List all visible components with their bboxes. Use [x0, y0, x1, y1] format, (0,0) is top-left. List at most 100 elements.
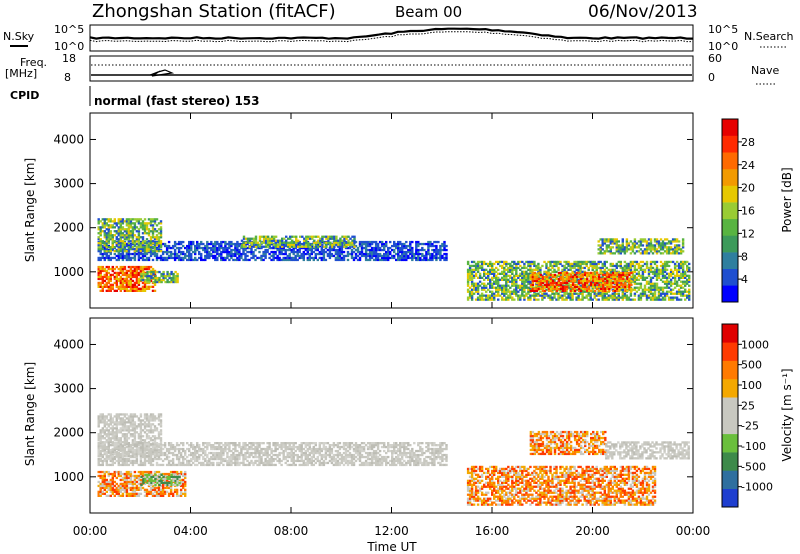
- data-cell: [270, 254, 273, 258]
- data-cell: [601, 296, 604, 299]
- data-cell: [97, 461, 100, 465]
- data-cell: [256, 256, 259, 260]
- data-cell: [541, 294, 544, 297]
- data-cell: [240, 451, 243, 455]
- data-cell: [495, 266, 498, 270]
- data-cell: [246, 242, 249, 246]
- data-cell: [222, 447, 225, 451]
- data-cell: [242, 442, 245, 445]
- data-cell: [131, 234, 135, 237]
- data-cell: [483, 286, 486, 289]
- data-cell: [561, 279, 565, 283]
- data-cell: [198, 445, 201, 449]
- data-cell: [202, 463, 205, 467]
- data-cell: [278, 453, 281, 457]
- data-cell: [113, 457, 117, 461]
- data-cell: [643, 248, 647, 251]
- data-cell: [216, 457, 219, 461]
- data-cell: [325, 235, 328, 238]
- data-cell: [627, 268, 631, 271]
- data-cell: [603, 260, 607, 264]
- data-cell: [182, 442, 185, 445]
- data-cell: [635, 276, 639, 279]
- data-cell: [639, 286, 643, 289]
- data-cell: [125, 230, 129, 233]
- data-cell: [309, 235, 312, 238]
- data-cell: [315, 235, 318, 238]
- data-cell: [583, 262, 586, 266]
- data-cell: [609, 278, 613, 281]
- data-cell: [99, 271, 102, 275]
- data-cell: [234, 445, 237, 449]
- data-cell: [557, 260, 560, 264]
- data-cell: [637, 278, 641, 281]
- data-cell: [230, 250, 233, 254]
- data-cell: [517, 284, 520, 287]
- data-cell: [427, 244, 430, 248]
- data-cell: [258, 444, 261, 447]
- data-cell: [407, 256, 410, 260]
- data-cell: [679, 266, 683, 270]
- data-cell: [242, 235, 246, 238]
- data-cell: [671, 248, 675, 251]
- data-cell: [125, 273, 129, 277]
- data-cell: [633, 240, 637, 243]
- data-cell: [533, 294, 536, 297]
- data-cell: [301, 235, 304, 238]
- data-cell: [686, 280, 689, 283]
- data-cell: [105, 238, 109, 241]
- data-cell: [177, 248, 181, 252]
- data-cell: [589, 264, 592, 268]
- data-cell: [121, 273, 125, 277]
- data-cell: [105, 252, 109, 256]
- data-cell: [665, 286, 669, 289]
- data-cell: [117, 457, 121, 461]
- velocity-data-layer: [97, 413, 690, 506]
- data-cell: [603, 240, 607, 243]
- data-cell: [615, 242, 619, 245]
- data-cell: [129, 244, 133, 247]
- data-cell: [97, 265, 100, 269]
- data-cell: [431, 258, 434, 262]
- data-cell: [600, 279, 603, 283]
- data-cell: [611, 280, 615, 283]
- data-cell: [681, 240, 685, 243]
- data-cell: [625, 242, 629, 245]
- data-cell: [159, 232, 163, 235]
- data-cell: [559, 262, 562, 266]
- data-cell: [157, 455, 161, 459]
- data-cell: [535, 287, 539, 290]
- data-cell: [380, 240, 384, 244]
- data-cell: [287, 237, 290, 240]
- data-cell: [176, 274, 179, 278]
- data-cell: [99, 240, 102, 243]
- data-cell: [188, 250, 191, 254]
- data-cell: [525, 284, 528, 287]
- data-cell: [586, 271, 589, 275]
- data-cell: [153, 242, 157, 246]
- data-cell: [511, 266, 514, 270]
- data-cell: [493, 274, 496, 277]
- data-cell: [535, 268, 538, 271]
- data-cell: [358, 258, 362, 262]
- data-cell: [665, 280, 669, 283]
- data-cell: [250, 459, 253, 463]
- data-cell: [188, 461, 191, 465]
- data-cell: [340, 250, 344, 254]
- data-cell: [525, 266, 528, 270]
- data-cell: [306, 256, 310, 260]
- data-cell: [389, 246, 392, 250]
- data-cell: [137, 220, 141, 223]
- data-cell: [543, 285, 547, 288]
- data-cell: [135, 246, 139, 249]
- data-cell: [341, 245, 344, 248]
- data-cell: [214, 258, 217, 262]
- data-cell: [618, 283, 621, 286]
- data-cell: [107, 228, 111, 231]
- data-cell: [607, 246, 611, 249]
- data-cell: [266, 445, 269, 449]
- data-cell: [563, 287, 567, 290]
- data-cell: [168, 272, 171, 276]
- data-cell: [121, 271, 125, 275]
- data-cell: [157, 244, 161, 248]
